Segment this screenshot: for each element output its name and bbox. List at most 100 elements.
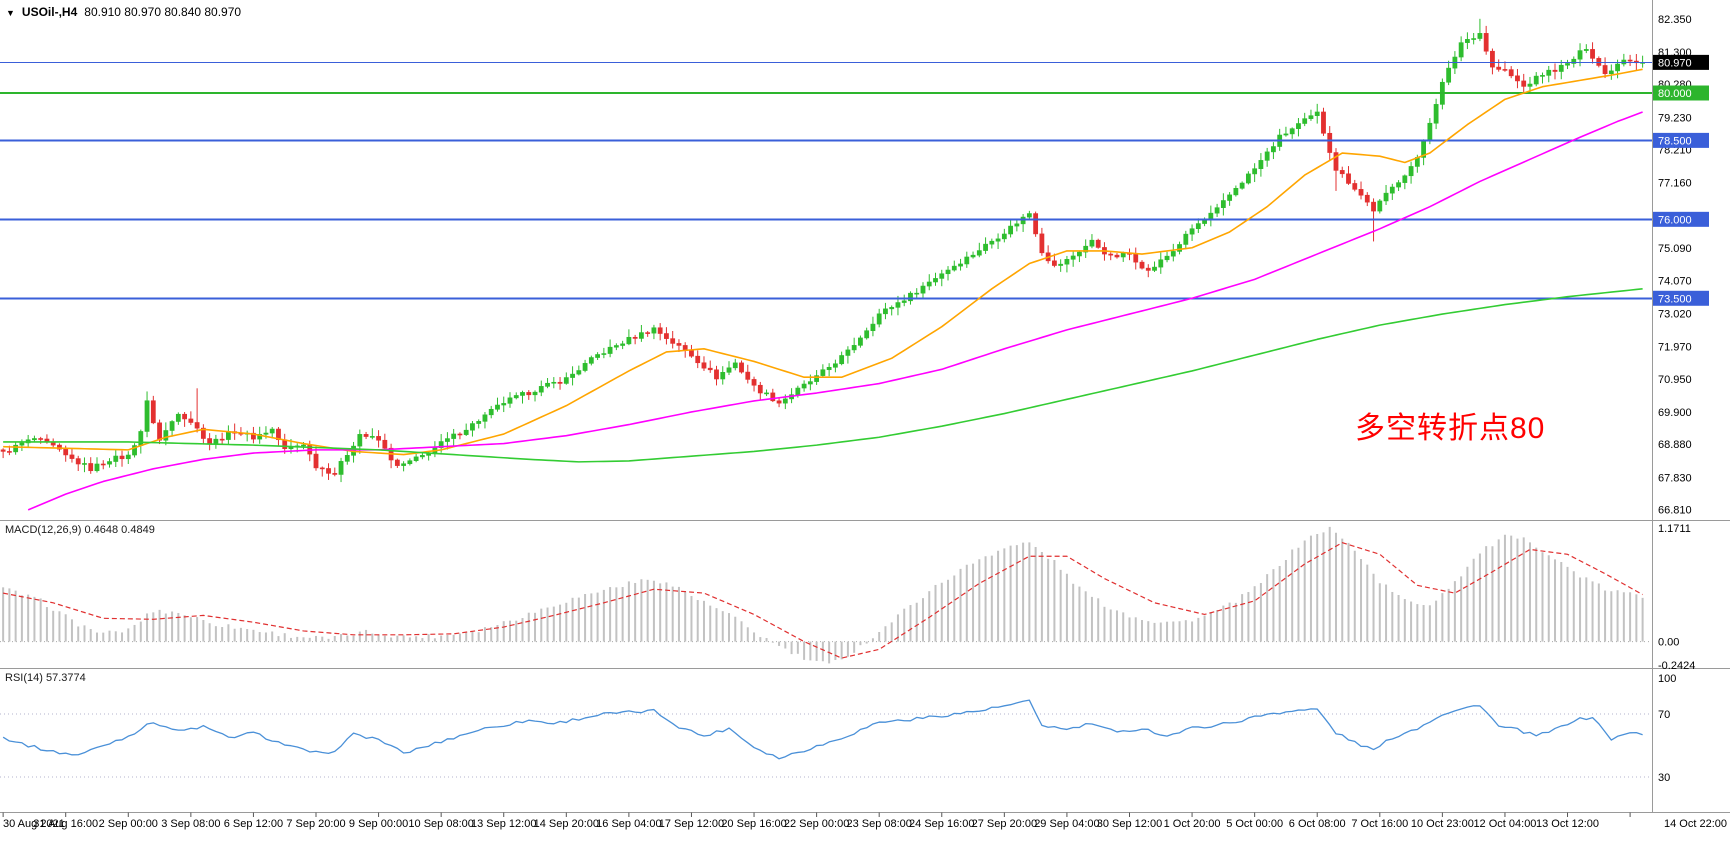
time-tick-label: 5 Oct 00:00 xyxy=(1226,818,1283,830)
price-tag-80.970: 80.970 xyxy=(1653,54,1709,70)
time-tick-label: 2 Sep 00:00 xyxy=(99,818,158,830)
candle-up xyxy=(476,419,482,429)
candle-up xyxy=(32,435,37,442)
time-tick-label: 12 Oct 04:00 xyxy=(1473,818,1536,830)
horizontal-lines[interactable] xyxy=(0,61,1652,300)
candle-down xyxy=(200,424,206,445)
price-tag-73.500: 73.500 xyxy=(1653,290,1709,306)
candle-up xyxy=(1640,55,1646,68)
candle-up xyxy=(595,352,600,360)
time-tick-label: 30 Sep 12:00 xyxy=(1097,818,1162,830)
collapse-arrow-icon[interactable]: ▼ xyxy=(6,7,15,18)
candle-up xyxy=(1177,241,1182,255)
price-tick-label: 69.900 xyxy=(1658,407,1692,419)
price-tick-label: 77.160 xyxy=(1658,178,1692,190)
candle-up xyxy=(369,428,375,440)
price-axis[interactable]: 82.35081.30080.28079.23078.21077.16075.0… xyxy=(1658,14,1695,784)
candle-up xyxy=(513,392,519,400)
time-tick-label: 10 Sep 08:00 xyxy=(408,818,473,830)
candle-down xyxy=(457,432,463,440)
candle-down xyxy=(557,377,563,390)
candle-down xyxy=(69,448,75,463)
candle-up xyxy=(1477,18,1483,42)
candle-up xyxy=(501,396,507,413)
candle-up xyxy=(576,365,582,376)
candle-up xyxy=(94,457,100,473)
time-tick-label: 13 Sep 12:00 xyxy=(471,818,536,830)
candle-down xyxy=(1033,211,1039,237)
candle-up xyxy=(175,412,181,425)
candle-down xyxy=(776,397,782,408)
candle-up xyxy=(1089,234,1095,249)
candle-down xyxy=(1596,56,1602,68)
ma-slow-line xyxy=(3,288,1643,463)
candle-up xyxy=(1383,185,1389,205)
candle-up xyxy=(1214,203,1220,217)
time-tick-label: 31 Aug 16:00 xyxy=(33,818,98,830)
candle-up xyxy=(889,305,895,316)
candle-down xyxy=(219,432,225,445)
rsi-tick-label: 30 xyxy=(1658,772,1670,784)
candle-up xyxy=(901,294,907,307)
candle-up xyxy=(1433,98,1439,130)
candle-up xyxy=(563,372,569,385)
macd-values: 0.4648 0.4849 xyxy=(84,524,155,536)
candle-up xyxy=(864,327,870,340)
candle-up xyxy=(638,325,644,342)
price-tick-label: 73.020 xyxy=(1658,308,1692,320)
svg-text:73.500: 73.500 xyxy=(1658,293,1692,305)
macd-name: MACD(12,26,9) xyxy=(5,524,82,536)
candle-up xyxy=(883,302,888,320)
candle-down xyxy=(745,364,751,384)
candle-up xyxy=(826,363,832,377)
rsi-tick-label: 70 xyxy=(1658,709,1670,721)
candle-up xyxy=(113,450,119,467)
candle-up xyxy=(1271,142,1276,160)
candle-down xyxy=(1045,245,1051,264)
candle-up xyxy=(1008,218,1013,238)
candle-down xyxy=(670,331,676,349)
candle-up xyxy=(939,269,945,287)
candle-up xyxy=(1289,127,1295,139)
candle-up xyxy=(726,361,732,376)
candle-up xyxy=(926,274,932,291)
candle-down xyxy=(0,448,6,459)
price-tick-label: 67.830 xyxy=(1658,472,1692,484)
candle-up xyxy=(507,392,513,408)
candle-up xyxy=(1077,250,1082,263)
candle-up xyxy=(570,366,575,386)
candle-up xyxy=(125,451,131,465)
candle-down xyxy=(326,463,331,480)
candle-up xyxy=(933,272,938,286)
time-tick-label: 6 Sep 12:00 xyxy=(224,818,283,830)
candle-down xyxy=(701,356,707,371)
candle-up xyxy=(401,461,407,472)
price-tick-label: 82.350 xyxy=(1658,14,1692,26)
candle-up xyxy=(1014,219,1020,232)
time-tick-label: 7 Oct 16:00 xyxy=(1351,818,1408,830)
candle-down xyxy=(207,433,213,451)
macd-tick-label: 1.1711 xyxy=(1658,523,1691,535)
macd-tick-label: 0.00 xyxy=(1658,637,1679,649)
time-tick-label: 22 Sep 00:00 xyxy=(784,818,849,830)
candle-up xyxy=(1258,153,1264,177)
candle-up xyxy=(551,377,557,389)
candle-down xyxy=(1346,166,1351,185)
candle-up xyxy=(1001,228,1007,243)
rsi-indicator-label: RSI(14) 57.3774 xyxy=(5,672,86,684)
candle-up xyxy=(269,427,275,439)
candle-down xyxy=(714,365,719,386)
candle-down xyxy=(1515,69,1520,89)
candle-up xyxy=(1283,126,1289,137)
candle-up xyxy=(1252,163,1258,183)
candle-down xyxy=(182,411,187,427)
candle-down xyxy=(1627,54,1633,67)
candle-down xyxy=(1333,148,1339,191)
candle-down xyxy=(1358,181,1364,200)
candle-up xyxy=(1458,36,1464,62)
candle-down xyxy=(1521,73,1527,93)
candle-down xyxy=(707,360,713,373)
candle-up xyxy=(244,430,250,442)
